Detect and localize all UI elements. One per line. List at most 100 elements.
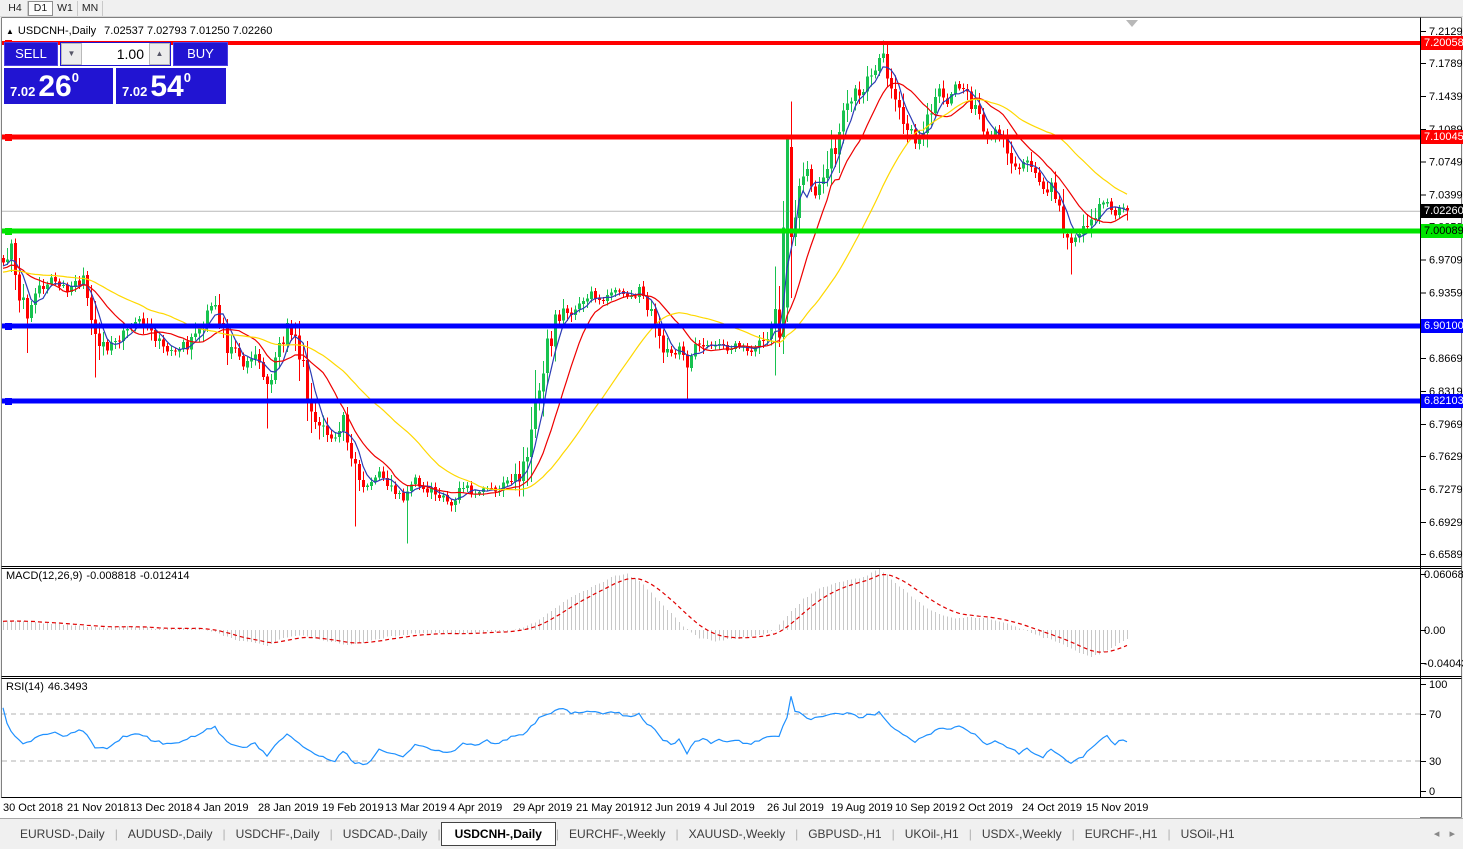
sell-price-point: 0 [71, 70, 79, 85]
buy-price-pips: 54 [150, 70, 184, 103]
date-label: 24 Oct 2019 [1022, 802, 1082, 814]
svg-text:7.17890: 7.17890 [1429, 58, 1463, 70]
svg-text:-0.040432: -0.040432 [1424, 658, 1463, 670]
date-label: 28 Jan 2019 [258, 802, 319, 814]
buy-button[interactable]: BUY [173, 42, 228, 66]
rsi-value: 46.3493 [47, 681, 88, 693]
tab-usoil-h1[interactable]: USOil-,H1 [1180, 827, 1235, 841]
date-label: 4 Jan 2019 [194, 802, 249, 814]
one-click-trading-panel: SELL ▼ ▲ BUY 7.02 26 0 7.02 54 0 [4, 42, 228, 104]
svg-text:0: 0 [1429, 786, 1435, 798]
tab-usdcnh-daily[interactable]: USDCNH-,Daily [440, 822, 556, 846]
tab-separator: | [1167, 827, 1171, 841]
date-label: 19 Feb 2019 [322, 802, 384, 814]
tab-eurusd-daily[interactable]: EURUSD-,Daily [20, 827, 105, 841]
volume-increase-button[interactable]: ▲ [149, 43, 170, 65]
svg-text:6.97090: 6.97090 [1429, 255, 1463, 267]
level-anchor[interactable] [5, 228, 12, 235]
price-tag-6-82103: 6.82103 [1421, 394, 1463, 408]
macd-signal-value: -0.012414 [139, 570, 190, 582]
period-button-d1[interactable]: D1 [28, 0, 53, 16]
svg-text:6.93590: 6.93590 [1429, 288, 1463, 300]
tab-separator: | [891, 827, 895, 841]
price-tag-7-20058: 7.20058 [1421, 36, 1463, 50]
rsi-line [2, 696, 1128, 766]
buy-price-box[interactable]: 7.02 54 0 [116, 68, 226, 104]
macd-signal-line [2, 574, 1128, 653]
tab-eurchf-h1[interactable]: EURCHF-,H1 [1084, 827, 1158, 841]
svg-text:6.86690: 6.86690 [1429, 353, 1463, 365]
sell-price-box[interactable]: 7.02 26 0 [4, 68, 113, 104]
auto-scroll-icon[interactable] [1126, 20, 1138, 27]
tab-separator: | [968, 827, 972, 841]
volume-control: ▼ ▲ [60, 42, 171, 66]
date-axis: 30 Oct 2018 21 Nov 2018 13 Dec 2018 4 Jan 2… [0, 798, 1420, 818]
price-tag-7-02260: 7.02260 [1421, 204, 1463, 218]
svg-text:7.14390: 7.14390 [1429, 91, 1463, 103]
tab-usdchf-daily[interactable]: USDCHF-,Daily [235, 827, 320, 841]
svg-text:6.79690: 6.79690 [1429, 419, 1463, 431]
chart-title: ▲ USDCNH-,Daily 7.02537 7.02793 7.01250 7.… [6, 25, 272, 37]
level-anchor[interactable] [5, 398, 12, 405]
date-label: 29 Apr 2019 [513, 802, 573, 814]
price-axis: 7.212907.178907.143907.108907.074907.039… [1421, 26, 1463, 798]
sell-price-main: 7.02 [10, 84, 36, 99]
sell-button[interactable]: SELL [4, 42, 58, 66]
svg-text:70: 70 [1429, 709, 1441, 721]
tab-scroll-left-icon[interactable]: ◂ [1433, 828, 1440, 840]
tab-scroll-arrows: ◂ ▸ [1427, 827, 1455, 840]
tab-ukoil-h1[interactable]: UKOil-,H1 [904, 827, 959, 841]
macd-name: MACD(12,26,9) [6, 570, 83, 582]
date-label: 10 Sep 2019 [895, 802, 958, 814]
tab-separator: | [1071, 827, 1075, 841]
svg-text:7.21290: 7.21290 [1429, 26, 1463, 38]
tab-eurchf-weekly[interactable]: EURCHF-,Weekly [569, 827, 666, 841]
period-button-h4[interactable]: H4 [3, 0, 28, 16]
date-label: 4 Jul 2019 [704, 802, 755, 814]
tab-xauusd-weekly[interactable]: XAUUSD-,Weekly [688, 827, 786, 841]
collapse-icon[interactable]: ▲ [6, 27, 14, 36]
tab-usdx-weekly[interactable]: USDX-,Weekly [981, 827, 1062, 841]
tab-separator: | [795, 827, 799, 841]
date-label: 2 Oct 2019 [959, 802, 1013, 814]
level-anchor[interactable] [5, 323, 12, 330]
date-label: 30 Oct 2018 [3, 802, 63, 814]
chart-symbol-period: USDCNH-,Daily [17, 25, 97, 37]
tab-scroll-right-icon[interactable]: ▸ [1449, 828, 1455, 840]
period-button-w1[interactable]: W1 [53, 0, 78, 16]
date-label: 12 Jun 2019 [640, 802, 701, 814]
period-button-mn[interactable]: MN [78, 0, 103, 16]
date-label: 15 Nov 2019 [1086, 802, 1149, 814]
macd-histogram [3, 568, 1128, 657]
svg-text:30: 30 [1429, 756, 1441, 768]
chevron-down-icon: ▼ [67, 49, 76, 58]
chevron-up-icon: ▲ [155, 49, 164, 58]
date-label: 21 May 2019 [576, 802, 640, 814]
volume-input[interactable] [82, 43, 149, 65]
svg-text:7.07490: 7.07490 [1429, 156, 1463, 168]
tab-separator: | [222, 827, 226, 841]
svg-text:6.72790: 6.72790 [1429, 484, 1463, 496]
tab-gbpusd-h1[interactable]: GBPUSD-,H1 [808, 827, 882, 841]
svg-text:7.03990: 7.03990 [1429, 189, 1463, 201]
svg-text:6.76290: 6.76290 [1429, 451, 1463, 463]
date-label: 21 Nov 2018 [67, 802, 130, 814]
date-label: 4 Apr 2019 [449, 802, 503, 814]
macd-value: -0.008818 [86, 570, 136, 582]
level-anchor[interactable] [5, 134, 12, 141]
tab-audusd-daily[interactable]: AUDUSD-,Daily [127, 827, 213, 841]
price-tag-6-90100: 6.90100 [1421, 319, 1463, 333]
chart-tab-bar: EURUSD-,Daily | AUDUSD-,Daily | USDCHF-,Dail… [0, 818, 1463, 849]
volume-decrease-button[interactable]: ▼ [61, 43, 82, 65]
tab-separator: | [114, 827, 118, 841]
date-label: 26 Jul 2019 [767, 802, 824, 814]
price-tag-7-00089: 7.00089 [1421, 224, 1463, 238]
svg-text:6.69290: 6.69290 [1429, 517, 1463, 529]
tab-usdcad-daily[interactable]: USDCAD-,Daily [342, 827, 428, 841]
rsi-name: RSI(14) [6, 681, 44, 693]
date-label: 13 Dec 2018 [130, 802, 193, 814]
svg-text:0.060687: 0.060687 [1424, 569, 1463, 581]
macd-label: MACD(12,26,9) -0.008818 -0.012414 [6, 570, 194, 582]
